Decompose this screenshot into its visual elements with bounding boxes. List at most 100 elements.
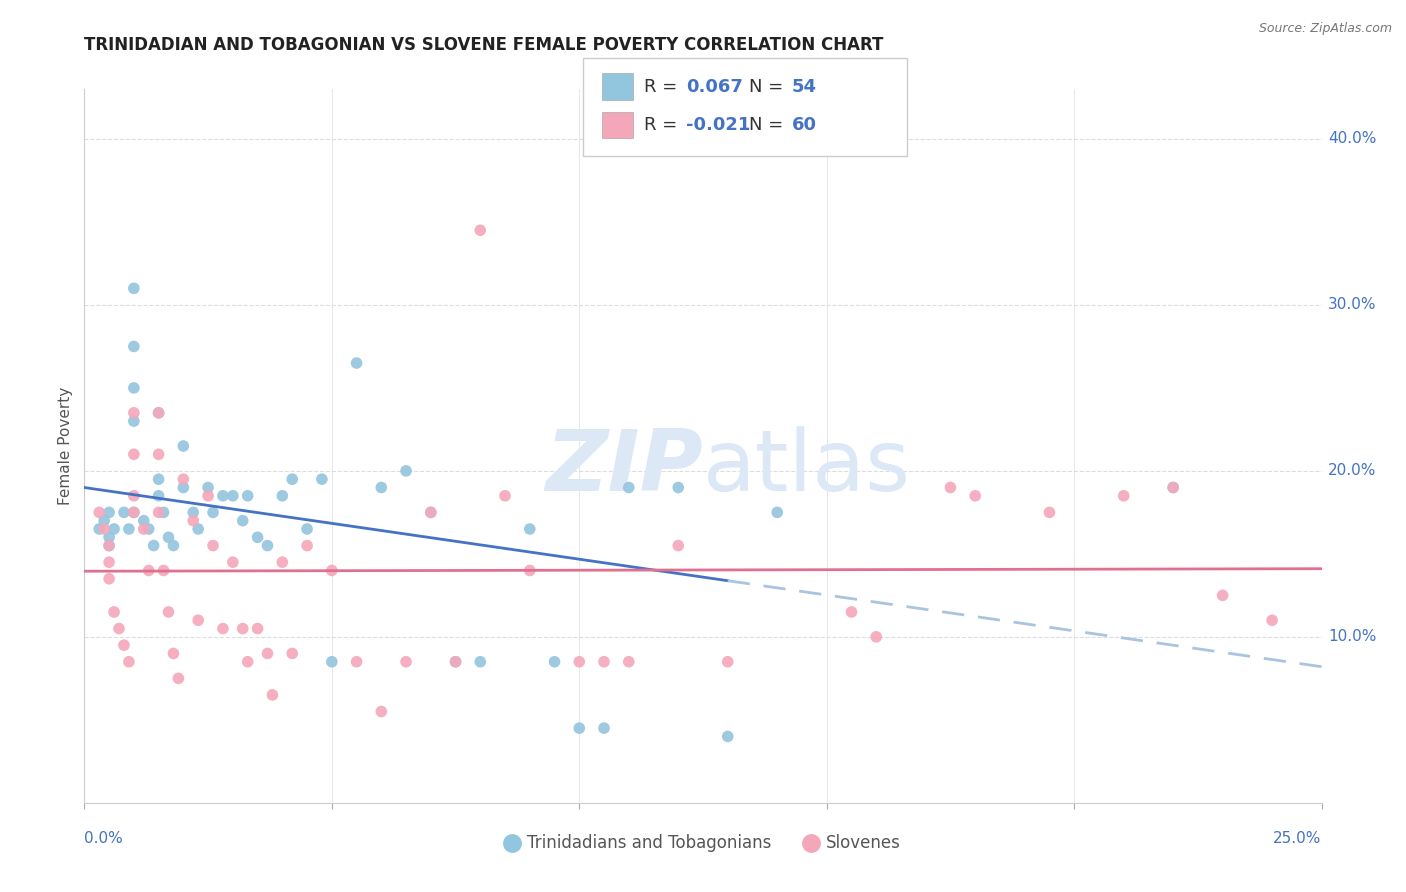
- Point: [321, 655, 343, 669]
- Point: [568, 655, 591, 669]
- Text: N =: N =: [749, 116, 789, 134]
- Point: [281, 647, 304, 661]
- Point: [295, 539, 318, 553]
- Text: 40.0%: 40.0%: [1327, 131, 1376, 146]
- Point: [172, 481, 194, 495]
- Text: 60: 60: [792, 116, 817, 134]
- Point: [212, 489, 235, 503]
- Point: [470, 223, 492, 237]
- Point: [222, 489, 245, 503]
- Point: [370, 705, 392, 719]
- Point: [162, 647, 184, 661]
- Y-axis label: Female Poverty: Female Poverty: [58, 387, 73, 505]
- Point: [444, 655, 467, 669]
- Point: [256, 647, 278, 661]
- Point: [98, 505, 121, 519]
- Text: atlas: atlas: [703, 425, 911, 509]
- Point: [98, 539, 121, 553]
- Point: [157, 605, 180, 619]
- Point: [865, 630, 887, 644]
- Point: [519, 522, 541, 536]
- Point: [181, 514, 204, 528]
- Point: [162, 539, 184, 553]
- Text: TRINIDADIAN AND TOBAGONIAN VS SLOVENE FEMALE POVERTY CORRELATION CHART: TRINIDADIAN AND TOBAGONIAN VS SLOVENE FE…: [84, 36, 884, 54]
- Point: [98, 572, 121, 586]
- Point: [122, 447, 145, 461]
- Point: [172, 439, 194, 453]
- Point: [112, 638, 135, 652]
- Point: [470, 655, 492, 669]
- Point: [246, 530, 269, 544]
- Point: [939, 481, 962, 495]
- Point: [202, 539, 225, 553]
- Point: [419, 505, 441, 519]
- Point: [167, 671, 190, 685]
- Point: [98, 555, 121, 569]
- Point: [122, 281, 145, 295]
- Point: [197, 489, 219, 503]
- Text: ZIP: ZIP: [546, 425, 703, 509]
- Point: [1038, 505, 1060, 519]
- Point: [271, 555, 294, 569]
- Point: [132, 522, 155, 536]
- Legend: Trinidadians and Tobagonians, Slovenes: Trinidadians and Tobagonians, Slovenes: [498, 828, 908, 859]
- Point: [232, 622, 254, 636]
- Point: [395, 464, 418, 478]
- Point: [148, 406, 170, 420]
- Point: [543, 655, 565, 669]
- Point: [122, 406, 145, 420]
- Point: [246, 622, 269, 636]
- Point: [236, 655, 259, 669]
- Point: [717, 730, 740, 744]
- Point: [122, 339, 145, 353]
- Text: N =: N =: [749, 78, 789, 95]
- Point: [157, 530, 180, 544]
- Point: [617, 655, 640, 669]
- Point: [181, 505, 204, 519]
- Point: [202, 505, 225, 519]
- Point: [142, 539, 165, 553]
- Point: [187, 522, 209, 536]
- Point: [118, 655, 141, 669]
- Text: R =: R =: [644, 116, 683, 134]
- Point: [262, 688, 284, 702]
- Point: [666, 539, 689, 553]
- Point: [1161, 481, 1184, 495]
- Point: [281, 472, 304, 486]
- Point: [148, 505, 170, 519]
- Point: [295, 522, 318, 536]
- Point: [89, 522, 111, 536]
- Point: [152, 505, 174, 519]
- Point: [122, 381, 145, 395]
- Point: [112, 505, 135, 519]
- Point: [98, 539, 121, 553]
- Text: 25.0%: 25.0%: [1274, 831, 1322, 847]
- Text: 10.0%: 10.0%: [1327, 630, 1376, 644]
- Text: 0.067: 0.067: [686, 78, 742, 95]
- Point: [666, 481, 689, 495]
- Point: [222, 555, 245, 569]
- Point: [321, 564, 343, 578]
- Point: [1212, 588, 1234, 602]
- Point: [89, 505, 111, 519]
- Point: [187, 613, 209, 627]
- Point: [138, 522, 160, 536]
- Point: [108, 622, 131, 636]
- Point: [568, 721, 591, 735]
- Point: [122, 505, 145, 519]
- Point: [271, 489, 294, 503]
- Point: [346, 356, 368, 370]
- Point: [122, 414, 145, 428]
- Point: [172, 472, 194, 486]
- Point: [93, 522, 115, 536]
- Point: [395, 655, 418, 669]
- Point: [148, 489, 170, 503]
- Point: [103, 522, 125, 536]
- Text: 0.0%: 0.0%: [84, 831, 124, 847]
- Point: [519, 564, 541, 578]
- Point: [103, 605, 125, 619]
- Text: Source: ZipAtlas.com: Source: ZipAtlas.com: [1258, 22, 1392, 36]
- Point: [138, 564, 160, 578]
- Point: [236, 489, 259, 503]
- Point: [232, 514, 254, 528]
